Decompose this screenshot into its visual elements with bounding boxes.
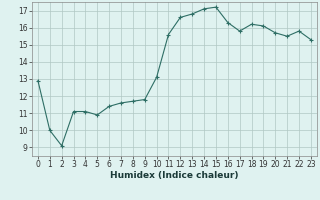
X-axis label: Humidex (Indice chaleur): Humidex (Indice chaleur)	[110, 171, 239, 180]
